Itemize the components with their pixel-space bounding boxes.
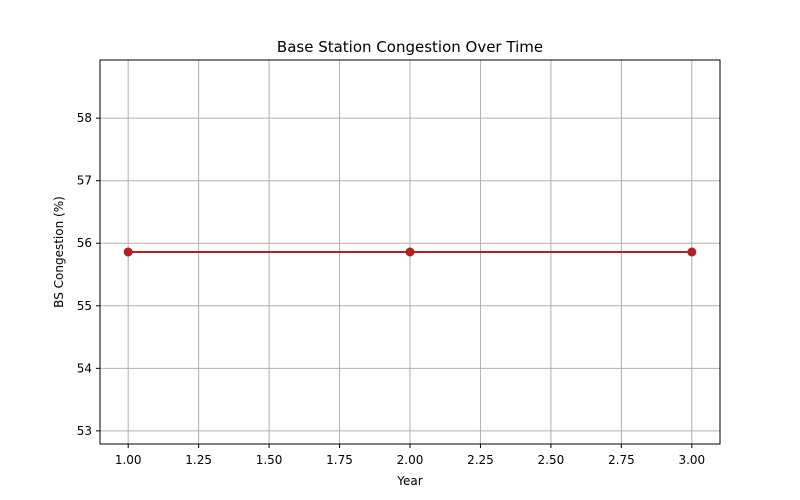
y-tick-label: 55: [77, 299, 92, 313]
series-group: [123, 247, 697, 257]
y-tick-label: 54: [77, 361, 92, 375]
y-axis-label: BS Congestion (%): [52, 196, 66, 308]
x-axis-label: Year: [396, 474, 422, 488]
y-axis-ticks: 53 54 55 56 57 58: [77, 111, 100, 438]
x-tick-label: 2.00: [397, 453, 424, 467]
x-tick-label: 1.25: [185, 453, 212, 467]
x-tick-label: 2.75: [608, 453, 635, 467]
x-tick-label: 2.50: [538, 453, 565, 467]
x-tick-label: 1.50: [256, 453, 283, 467]
x-axis-ticks: 1.00 1.25 1.50 1.75 2.00 2.25 2.50 2.75 3.00: [115, 444, 705, 467]
x-tick-label: 3.00: [678, 453, 705, 467]
y-tick-label: 53: [77, 424, 92, 438]
data-point: [405, 247, 415, 257]
x-tick-label: 2.25: [467, 453, 494, 467]
data-point: [687, 247, 697, 257]
x-tick-label: 1.00: [115, 453, 142, 467]
chart-title: Base Station Congestion Over Time: [277, 38, 543, 56]
x-tick-label: 1.75: [326, 453, 353, 467]
data-point: [123, 247, 133, 257]
y-tick-label: 56: [77, 236, 92, 250]
y-tick-label: 58: [77, 111, 92, 125]
y-tick-label: 57: [77, 174, 92, 188]
